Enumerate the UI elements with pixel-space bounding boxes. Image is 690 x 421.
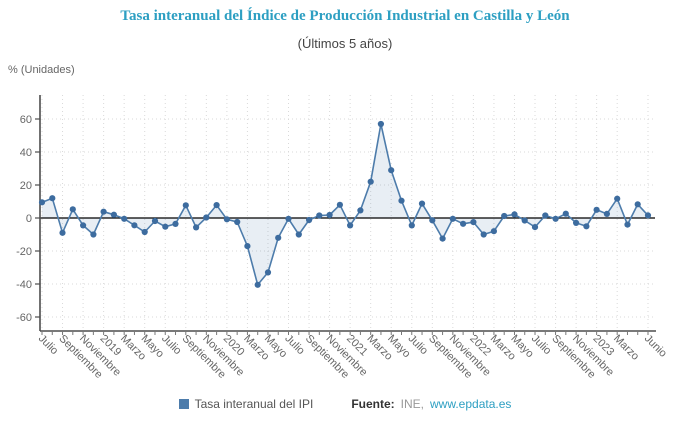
data-point[interactable] <box>593 206 600 213</box>
series-area-fill <box>42 124 648 285</box>
data-point[interactable] <box>38 199 46 206</box>
series-line <box>41 123 649 286</box>
data-point[interactable] <box>408 222 415 229</box>
source-link[interactable]: www.epdata.es <box>430 397 512 411</box>
data-point[interactable] <box>398 197 405 204</box>
data-point[interactable] <box>644 212 652 219</box>
data-point[interactable] <box>223 216 230 223</box>
data-point[interactable] <box>316 212 323 219</box>
data-point[interactable] <box>80 222 87 229</box>
data-point[interactable] <box>531 224 539 231</box>
data-point[interactable] <box>449 215 456 222</box>
data-point[interactable] <box>326 211 333 219</box>
source-name: INE, <box>400 397 425 411</box>
chart-subtitle: (Últimos 5 años) <box>297 36 393 51</box>
data-point[interactable] <box>336 201 343 208</box>
data-point[interactable] <box>59 229 66 236</box>
y-tick-label: 40 <box>20 147 32 159</box>
y-tick-label: 20 <box>20 180 32 192</box>
legend-label: Tasa interanual del IPI <box>194 397 314 411</box>
data-point[interactable] <box>347 222 354 229</box>
data-point[interactable] <box>151 217 159 225</box>
data-point[interactable] <box>460 220 467 227</box>
data-point[interactable] <box>562 210 569 217</box>
data-point[interactable] <box>162 223 169 230</box>
data-point[interactable] <box>100 208 107 215</box>
data-point[interactable] <box>552 215 559 222</box>
data-point[interactable] <box>275 234 282 241</box>
data-point[interactable] <box>429 217 436 224</box>
data-point[interactable] <box>624 221 631 228</box>
data-point[interactable] <box>357 207 364 214</box>
data-point[interactable] <box>295 231 302 238</box>
data-point[interactable] <box>69 206 76 213</box>
data-point[interactable] <box>110 211 117 218</box>
y-tick-label: -60 <box>16 312 32 324</box>
y-tick-label: -20 <box>16 246 32 258</box>
data-point[interactable] <box>634 201 641 208</box>
y-tick-label: 60 <box>20 114 32 126</box>
data-point[interactable] <box>470 219 477 226</box>
legend-marker-icon <box>178 399 189 409</box>
data-point[interactable] <box>377 120 384 128</box>
data-point[interactable] <box>388 167 395 174</box>
data-point[interactable] <box>573 219 580 226</box>
data-point[interactable] <box>306 216 313 224</box>
data-point[interactable] <box>542 212 549 219</box>
data-point[interactable] <box>172 220 179 227</box>
data-point[interactable] <box>511 211 518 218</box>
data-point[interactable] <box>367 178 374 185</box>
data-point[interactable] <box>182 202 189 209</box>
data-point[interactable] <box>614 195 621 202</box>
x-tick-label: Marzo <box>611 333 641 363</box>
data-point[interactable] <box>234 218 241 226</box>
data-point[interactable] <box>285 215 292 222</box>
y-axis-unit-label: % (Unidades) <box>8 64 75 76</box>
data-point[interactable] <box>203 214 210 221</box>
data-point[interactable] <box>141 228 148 236</box>
data-point[interactable] <box>439 235 446 242</box>
data-point[interactable] <box>193 224 200 231</box>
data-point[interactable] <box>418 200 426 207</box>
legend-and-source-row: Tasa interanual del IPI Fuente: INE, www… <box>0 397 690 411</box>
data-point[interactable] <box>49 195 56 202</box>
x-tick-label: Junio <box>642 333 669 360</box>
data-point[interactable] <box>244 243 251 250</box>
data-point[interactable] <box>264 269 272 276</box>
legend-item-ipi[interactable]: Tasa interanual del IPI <box>178 397 314 411</box>
data-point[interactable] <box>121 215 128 222</box>
x-tick-label: Julio <box>36 333 60 357</box>
chart-title: Tasa interanual del Índice de Producción… <box>120 8 570 24</box>
data-point[interactable] <box>131 222 138 229</box>
data-point[interactable] <box>490 228 497 235</box>
data-point[interactable] <box>480 231 487 238</box>
data-point[interactable] <box>90 231 97 238</box>
data-point[interactable] <box>213 202 220 209</box>
data-point[interactable] <box>254 281 261 288</box>
y-tick-label: -40 <box>16 279 32 291</box>
data-point[interactable] <box>521 217 528 224</box>
data-point[interactable] <box>603 210 611 217</box>
data-point[interactable] <box>501 212 508 220</box>
source-label: Fuente: <box>351 397 395 411</box>
y-tick-label: 0 <box>26 213 32 225</box>
data-point[interactable] <box>583 223 590 230</box>
